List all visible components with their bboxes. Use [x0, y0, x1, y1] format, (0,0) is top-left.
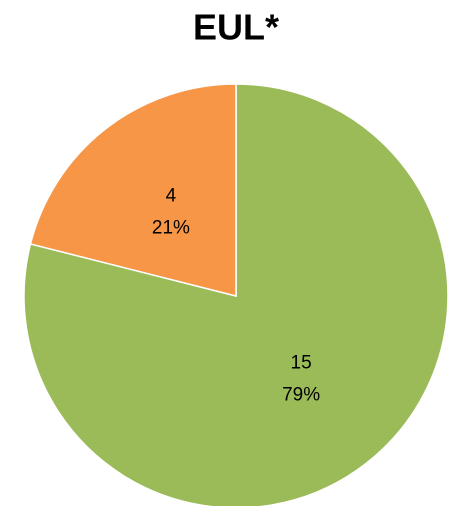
data-label: 4: [166, 185, 177, 206]
pie-slice: [23, 83, 449, 506]
data-label: 15: [291, 353, 312, 374]
percent-label: 21%: [152, 217, 190, 238]
chart-title: EUL*: [193, 7, 279, 48]
percent-label: 79%: [282, 385, 320, 406]
pie-slice: [29, 83, 237, 297]
